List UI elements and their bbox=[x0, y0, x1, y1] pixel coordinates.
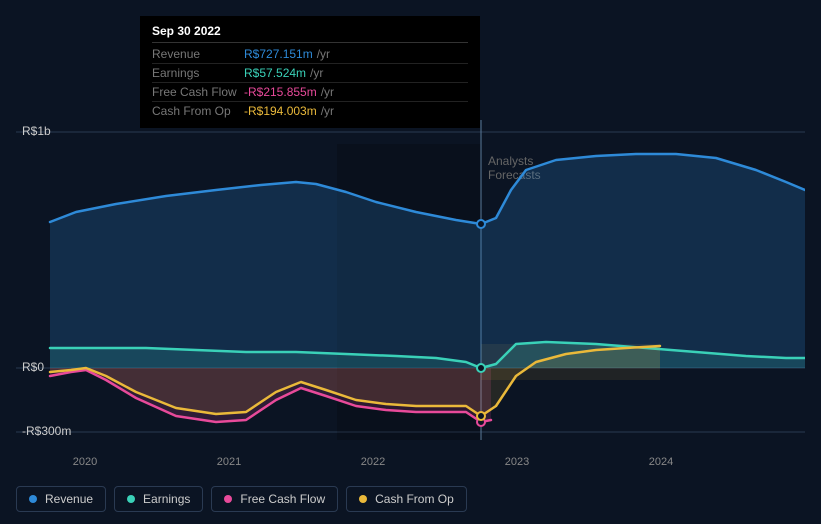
financial-chart[interactable]: R$1bR$0-R$300m 20202021202220232024 bbox=[16, 120, 805, 464]
tooltip-unit: /yr bbox=[321, 85, 334, 99]
legend-dot-icon bbox=[224, 495, 232, 503]
x-axis-label: 2021 bbox=[217, 456, 241, 468]
tooltip-label: Earnings bbox=[152, 66, 244, 80]
legend-item-fcf[interactable]: Free Cash Flow bbox=[211, 486, 338, 512]
tooltip-unit: /yr bbox=[310, 66, 323, 80]
tooltip-row: RevenueR$727.151m/yr bbox=[152, 45, 468, 64]
chart-tooltip: Sep 30 2022 RevenueR$727.151m/yrEarnings… bbox=[140, 16, 480, 128]
chart-canvas bbox=[16, 120, 805, 464]
x-axis-label: 2020 bbox=[73, 456, 97, 468]
legend-label: Revenue bbox=[45, 492, 93, 506]
chart-legend: Revenue Earnings Free Cash Flow Cash From O… bbox=[16, 486, 467, 512]
legend-label: Earnings bbox=[143, 492, 190, 506]
chart-marker bbox=[476, 363, 486, 373]
legend-item-earnings[interactable]: Earnings bbox=[114, 486, 203, 512]
tooltip-row: Free Cash Flow-R$215.855m/yr bbox=[152, 83, 468, 102]
tooltip-unit: /yr bbox=[321, 104, 334, 118]
tooltip-row: Cash From Op-R$194.003m/yr bbox=[152, 102, 468, 120]
tooltip-row: EarningsR$57.524m/yr bbox=[152, 64, 468, 83]
tooltip-label: Free Cash Flow bbox=[152, 85, 244, 99]
tooltip-label: Cash From Op bbox=[152, 104, 244, 118]
legend-item-revenue[interactable]: Revenue bbox=[16, 486, 106, 512]
y-axis-label: -R$300m bbox=[22, 424, 71, 438]
y-axis-label: R$0 bbox=[22, 360, 44, 374]
legend-dot-icon bbox=[29, 495, 37, 503]
tooltip-date: Sep 30 2022 bbox=[152, 24, 468, 43]
y-axis-label: R$1b bbox=[22, 124, 51, 138]
x-axis-label: 2023 bbox=[505, 456, 529, 468]
chart-marker bbox=[476, 219, 486, 229]
tooltip-value: R$727.151m bbox=[244, 47, 313, 61]
legend-label: Free Cash Flow bbox=[240, 492, 325, 506]
legend-label: Cash From Op bbox=[375, 492, 454, 506]
tooltip-value: R$57.524m bbox=[244, 66, 306, 80]
legend-dot-icon bbox=[359, 495, 367, 503]
tooltip-label: Revenue bbox=[152, 47, 244, 61]
tooltip-unit: /yr bbox=[317, 47, 330, 61]
legend-item-cfo[interactable]: Cash From Op bbox=[346, 486, 467, 512]
tooltip-value: -R$194.003m bbox=[244, 104, 317, 118]
chart-marker bbox=[476, 411, 486, 421]
tooltip-value: -R$215.855m bbox=[244, 85, 317, 99]
x-axis-label: 2024 bbox=[649, 456, 673, 468]
x-axis-label: 2022 bbox=[361, 456, 385, 468]
legend-dot-icon bbox=[127, 495, 135, 503]
